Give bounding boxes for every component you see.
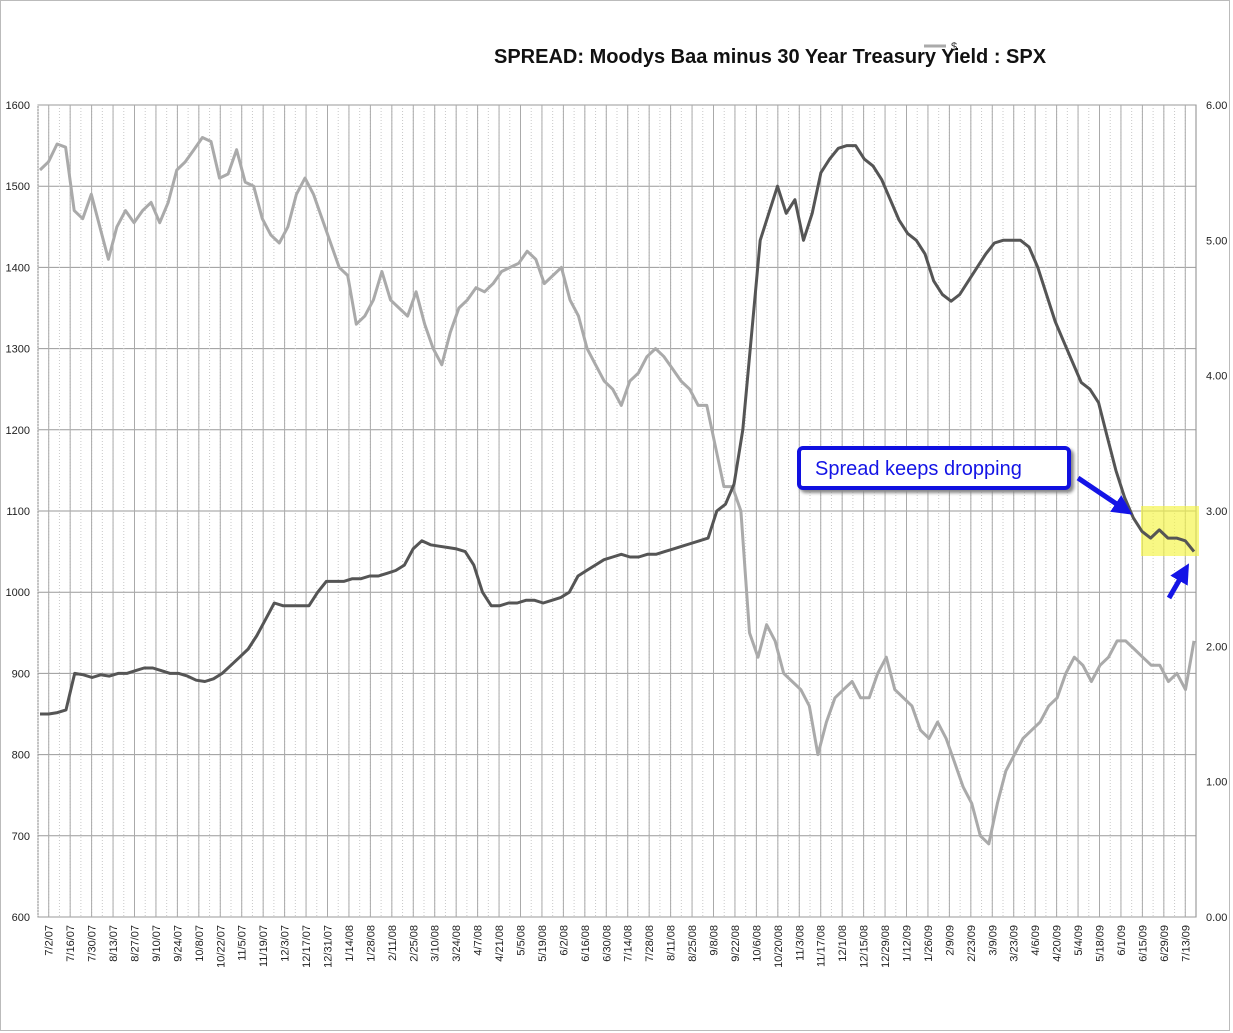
x-tick-label: 4/6/09 bbox=[1030, 925, 1042, 956]
x-tick-label: 2/11/08 bbox=[387, 925, 399, 961]
x-tick-label: 3/23/09 bbox=[1009, 925, 1021, 962]
x-tick-label: 5/19/08 bbox=[537, 925, 549, 962]
left-axis-tick-label: 1200 bbox=[6, 425, 30, 437]
x-tick-label: 12/29/08 bbox=[880, 925, 892, 968]
pointer-arrow bbox=[1166, 563, 1189, 600]
left-axis-tick-label: 1000 bbox=[6, 587, 30, 599]
x-tick-label: 8/13/07 bbox=[108, 925, 120, 962]
callout-box bbox=[797, 446, 1071, 490]
x-tick-label: 12/31/07 bbox=[323, 925, 335, 968]
x-tick-label: 11/3/08 bbox=[794, 925, 806, 961]
x-tick-label: 10/8/07 bbox=[194, 925, 206, 962]
x-tick-label: 7/2/07 bbox=[44, 925, 56, 956]
right-axis-tick-label: 2.00 bbox=[1206, 641, 1227, 653]
legend-layer: $ bbox=[924, 41, 957, 53]
series-layer bbox=[38, 136, 1196, 846]
x-tick-label: 8/25/08 bbox=[687, 925, 699, 962]
right-axis-tick-label: 6.00 bbox=[1206, 100, 1227, 112]
left-axis-tick-label: 800 bbox=[12, 750, 30, 762]
x-tick-label: 12/17/07 bbox=[301, 925, 313, 968]
left-axis-tick-label: 600 bbox=[12, 912, 30, 924]
x-tick-label: 1/14/08 bbox=[344, 925, 356, 962]
x-tick-label: 6/16/08 bbox=[580, 925, 592, 962]
x-tick-label: 5/4/09 bbox=[1073, 925, 1085, 956]
right-axis-tick-label: 5.00 bbox=[1206, 235, 1227, 247]
left-axis-tick-label: 1400 bbox=[6, 262, 30, 274]
x-tick-label: 1/28/08 bbox=[365, 925, 377, 962]
chart-title: SPREAD: Moodys Baa minus 30 Year Treasur… bbox=[494, 46, 1047, 68]
x-tick-label: 9/8/08 bbox=[709, 925, 721, 956]
x-tick-label: 10/20/08 bbox=[773, 925, 785, 968]
x-tick-label: 3/10/08 bbox=[430, 925, 442, 962]
x-tick-label: 6/1/09 bbox=[1116, 925, 1128, 956]
callout-text: Spread keeps dropping bbox=[815, 458, 1022, 480]
x-tick-label: 1/26/09 bbox=[923, 925, 935, 962]
right-axis-tick-label: 0.00 bbox=[1206, 912, 1227, 924]
x-tick-label: 6/15/09 bbox=[1137, 925, 1149, 962]
x-tick-label: 2/25/08 bbox=[408, 925, 420, 962]
x-tick-label: 2/23/09 bbox=[966, 925, 978, 962]
x-tick-label: 9/22/08 bbox=[730, 925, 742, 962]
left-axis-tick-label: 1300 bbox=[6, 344, 30, 356]
x-tick-label: 4/7/08 bbox=[473, 925, 485, 956]
x-tick-label: 7/28/08 bbox=[644, 925, 656, 962]
x-tick-label: 1/12/09 bbox=[902, 925, 914, 962]
x-tick-label: 7/16/07 bbox=[65, 925, 77, 962]
x-tick-label: 6/29/09 bbox=[1159, 925, 1171, 962]
left-axis-tick-label: 1600 bbox=[6, 100, 30, 112]
x-tick-label: 6/2/08 bbox=[558, 925, 570, 956]
x-tick-label: 10/22/07 bbox=[215, 925, 227, 968]
x-tick-label: 12/1/08 bbox=[837, 925, 849, 962]
x-tick-label: 11/5/07 bbox=[237, 925, 249, 961]
x-tick-label: 3/24/08 bbox=[451, 925, 463, 962]
x-tick-label: 11/17/08 bbox=[816, 925, 828, 967]
x-tick-label: 7/13/09 bbox=[1180, 925, 1192, 962]
x-tick-label: 7/14/08 bbox=[623, 925, 635, 962]
arrow-layer bbox=[1076, 475, 1189, 600]
left-axis-tick-label: 700 bbox=[12, 831, 30, 843]
x-tick-label: 12/15/08 bbox=[859, 925, 871, 968]
left-axis-tick-label: 1500 bbox=[6, 181, 30, 193]
axes-layer: 600 700 800 900 1000 1100 1200 1300 1400 1500 1600… bbox=[6, 100, 1228, 968]
x-tick-label: 4/21/08 bbox=[494, 925, 506, 962]
x-tick-label: 9/24/07 bbox=[172, 925, 184, 962]
x-tick-label: 7/30/07 bbox=[87, 925, 99, 962]
x-tick-label: 8/27/07 bbox=[130, 925, 142, 962]
x-tick-label: 6/30/08 bbox=[601, 925, 613, 962]
left-axis-tick-label: 900 bbox=[12, 668, 30, 680]
x-tick-label: 12/3/07 bbox=[280, 925, 292, 962]
x-tick-label: 5/18/09 bbox=[1095, 925, 1107, 962]
spx-series-line bbox=[38, 136, 1196, 846]
spread-series-line bbox=[40, 144, 1196, 716]
left-axis-tick-label: 1100 bbox=[6, 506, 30, 518]
x-tick-label: 5/5/08 bbox=[516, 925, 528, 956]
callout-arrow bbox=[1076, 475, 1133, 515]
right-axis-tick-label: 3.00 bbox=[1206, 506, 1227, 518]
x-tick-label: 2/9/09 bbox=[944, 925, 956, 956]
x-tick-label: 9/10/07 bbox=[151, 925, 163, 962]
right-axis-tick-label: 1.00 bbox=[1206, 777, 1227, 789]
x-tick-label: 10/6/08 bbox=[751, 925, 763, 962]
x-tick-label: 8/11/08 bbox=[666, 925, 678, 961]
legend-label: $ bbox=[951, 41, 957, 53]
x-tick-label: 4/20/09 bbox=[1052, 925, 1064, 962]
x-tick-label: 3/9/09 bbox=[987, 925, 999, 956]
right-axis-tick-label: 4.00 bbox=[1206, 371, 1227, 383]
x-tick-label: 11/19/07 bbox=[258, 925, 270, 967]
